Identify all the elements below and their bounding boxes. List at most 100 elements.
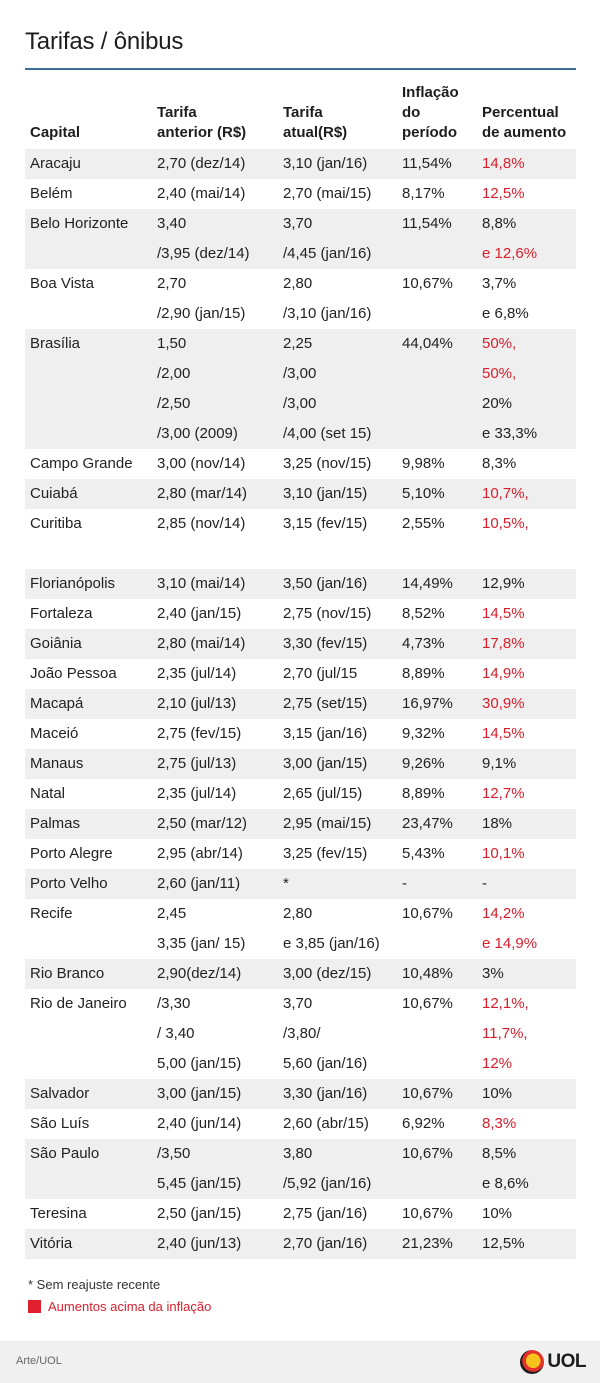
cell-capital: Rio Branco [30,959,104,989]
cell-inflacao-line: 5,43% [402,845,445,862]
cell-atual-line: 3,15 (fev/15) [283,515,368,532]
cell-inflacao: 2,55% [402,509,445,539]
cell-inflacao: 10,67% [402,1139,453,1169]
cell-percentual-line: 9,1% [482,755,517,772]
cell-anterior-line: /3,00 (2009) [157,425,238,442]
header-tarifa-atual-line1: Tarifa [283,104,323,121]
cell-percentual: 8,3% [482,449,516,479]
cell-anterior-line: 2,40 (jun/14) [157,1115,242,1132]
table-row: Salvador 3,00 (jan/15) 3,30 (jan/16) 10,67%… [25,1079,576,1109]
cell-inflacao-line: 10,67% [402,1205,453,1222]
cell-inflacao-line: 8,17% [402,185,445,202]
cell-anterior-line: 2,40 (jun/13) [157,1235,242,1252]
cell-percentual-line [482,539,529,569]
cell-inflacao: 5,10% [402,479,445,509]
cell-anterior: 2,35 (jul/14) [157,659,236,689]
cell-anterior: 2,75 (fev/15) [157,719,241,749]
cell-percentual: 10,1% [482,839,525,869]
cell-percentual-line: 14,5% [482,725,525,742]
cell-inflacao: 44,04% [402,329,453,359]
cell-percentual-line: 12,7% [482,785,525,802]
cell-percentual-line: 14,9% [482,665,525,682]
cell-atual: 3,00 (dez/15) [283,959,371,989]
cell-atual: 3,50 (jan/16) [283,569,367,599]
cell-percentual-line: 14,5% [482,605,525,622]
cell-percentual-line: 10,5%, [482,515,529,532]
cell-capital-line: Rio Branco [30,965,105,982]
cell-percentual: 9,1% [482,749,516,779]
cell-inflacao: 8,52% [402,599,445,629]
cell-anterior-line: 2,70 [157,275,187,292]
footnote-no-adjustment: * Sem reajuste recente [28,1277,161,1292]
cell-anterior: 2,90(dez/14) [157,959,241,989]
cell-atual-line: e 3,85 (jan/16) [283,935,380,952]
cell-capital: Teresina [30,1199,87,1229]
cell-inflacao-line: 10,67% [402,995,453,1012]
cell-atual: * [283,869,289,899]
cell-atual: 3,25 (fev/15) [283,839,367,869]
cell-inflacao-line: 4,73% [402,635,445,652]
cell-percentual: 18% [482,809,512,839]
cell-atual: 3,70/3,80/5,60 (jan/16) [283,989,367,1079]
cell-anterior-line: 5,00 (jan/15) [157,1055,242,1072]
cell-percentual-line: e 6,8% [482,305,529,322]
cell-atual-line: /5,92 (jan/16) [283,1175,372,1192]
cell-capital-line: Goiânia [30,635,82,652]
cell-anterior-line: 2,35 (jul/14) [157,665,237,682]
cell-inflacao-line: 6,92% [402,1115,445,1132]
cell-anterior-line: 2,95 (abr/14) [157,845,243,862]
cell-capital-line: João Pessoa [30,665,117,682]
header-capital: Capital [30,124,81,141]
cell-atual: 3,10 (jan/15) [283,479,367,509]
cell-anterior: 2,50 (jan/15) [157,1199,241,1229]
cell-atual-line: 3,10 (jan/15) [283,485,368,502]
cell-anterior-line: 2,50 (jan/15) [157,1205,242,1222]
cell-anterior-line: 2,10 (jul/13) [157,695,237,712]
cell-capital: Belo Horizonte [30,209,128,239]
cell-inflacao: 10,67% [402,989,453,1019]
table-row: Fortaleza 2,40 (jan/15) 2,75 (nov/15) 8,52%… [25,599,576,629]
cell-atual: 2,25/3,00/3,00/4,00 (set 15) [283,329,371,449]
cell-percentual-line: 20% [482,395,513,412]
legend-above-inflation: Aumentos acima da inflação [28,1299,211,1314]
table-row: Palmas 2,50 (mar/12) 2,95 (mai/15) 23,47% 18… [25,809,576,839]
cell-inflacao-line: 10,48% [402,965,453,982]
cell-anterior-line: 2,35 (jul/14) [157,785,237,802]
cell-capital-line: Campo Grande [30,455,133,472]
cell-anterior: 2,40 (jun/14) [157,1109,241,1139]
cell-percentual-line: 50%, [482,365,517,382]
cell-capital: Fortaleza [30,599,93,629]
footer: Arte/UOL UOL [0,1341,600,1383]
cell-atual: 2,75 (nov/15) [283,599,371,629]
cell-percentual-line: 18% [482,815,513,832]
table-row: Macapá 2,10 (jul/13) 2,75 (set/15) 16,97% 30… [25,689,576,719]
cell-percentual-line: 8,3% [482,455,517,472]
cell-anterior-line [157,539,245,569]
cell-percentual: 3,7% e 6,8% [482,269,529,329]
cell-capital: Brasília [30,329,80,359]
cell-capital-line: Recife [30,905,73,922]
cell-anterior: 2,40 (jan/15) [157,599,241,629]
cell-anterior: 2,85 (nov/14) [157,509,245,569]
cell-inflacao: 10,67% [402,1079,453,1109]
cell-anterior: 1,50/2,00/2,50/3,00 (2009) [157,329,238,449]
cell-percentual-line: 3% [482,965,504,982]
cell-capital: Curitiba [30,509,82,569]
cell-inflacao-line: 44,04% [402,335,453,352]
cell-anterior-line: /2,90 (jan/15) [157,305,246,322]
cell-atual: 2,60 (abr/15) [283,1109,369,1139]
cell-inflacao: 5,43% [402,839,445,869]
cell-anterior: 2,60 (jan/11) [157,869,240,899]
cell-atual-line: 2,75 (jan/16) [283,1205,368,1222]
cell-capital-line: Palmas [30,815,81,832]
cell-capital-line: Belém [30,185,73,202]
cell-percentual: 14,8% [482,149,525,179]
header-inflacao: Inflação do período [402,83,459,143]
cell-capital: João Pessoa [30,659,117,689]
cell-atual: 3,00 (jan/15) [283,749,367,779]
table-row: Curitiba 2,85 (nov/14) 3,15 (fev/15) 2,55% 1… [25,509,576,569]
cell-anterior: /3,50 5,45 (jan/15) [157,1139,241,1199]
cell-inflacao-line: 8,89% [402,665,445,682]
cell-capital-line: Vitória [30,1235,73,1252]
cell-atual-line: 2,80 [283,275,313,292]
